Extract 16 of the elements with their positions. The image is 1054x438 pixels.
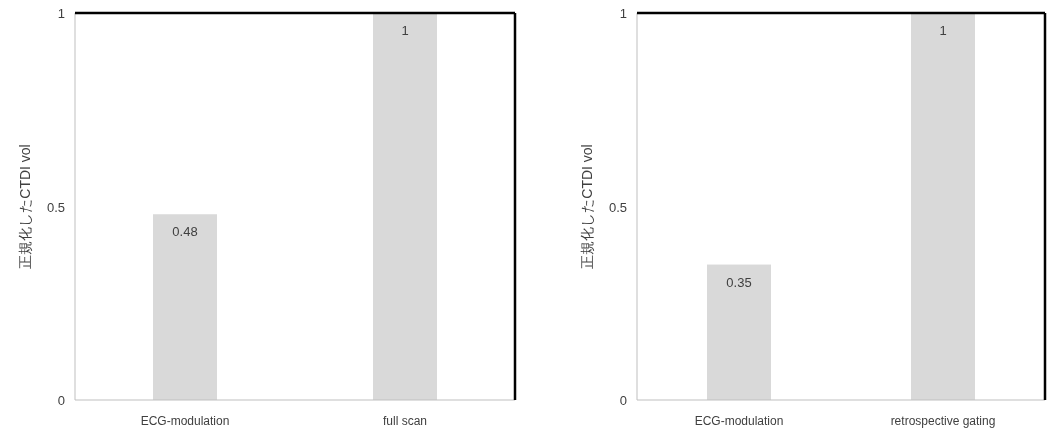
y-axis-title: 正規化したCTDI vol: [579, 144, 595, 269]
data-label: 1: [939, 23, 947, 38]
y-tick-label: 0: [57, 393, 65, 408]
x-tick-label: full scan: [382, 414, 428, 428]
data-label: 1: [401, 23, 409, 38]
y-tick-label: 0.5: [46, 199, 65, 215]
data-label: 0.35: [726, 274, 752, 290]
y-axis-title: 正規化したCTDI vol: [17, 144, 33, 269]
data-label: 0.48: [172, 224, 198, 240]
y-tick-label: 1: [57, 6, 65, 21]
x-tick-label: ECG-modulation: [140, 414, 230, 428]
x-tick-label: ECG-modulation: [694, 414, 784, 428]
y-tick-label: 1: [619, 6, 627, 21]
y-tick-label: 0.5: [608, 199, 627, 215]
x-tick-label: retrospective gating: [890, 414, 996, 428]
y-tick-label: 0: [619, 393, 627, 408]
